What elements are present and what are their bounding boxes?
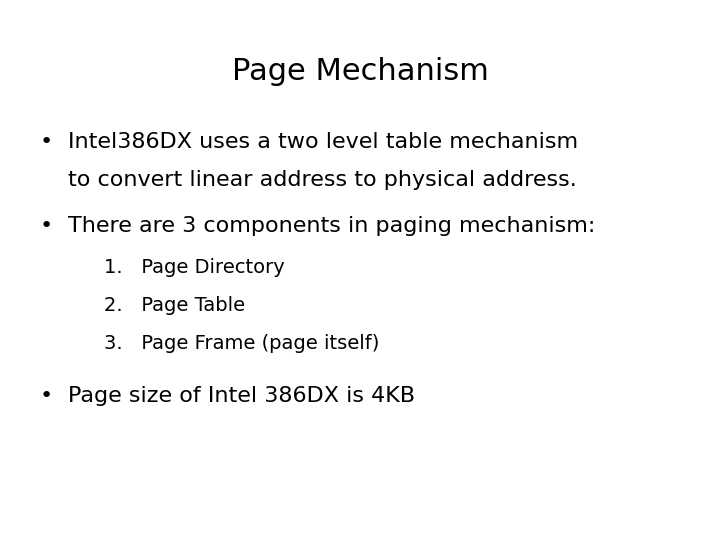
Text: There are 3 components in paging mechanism:: There are 3 components in paging mechani… — [68, 216, 595, 236]
Text: Page Mechanism: Page Mechanism — [232, 57, 488, 86]
Text: to convert linear address to physical address.: to convert linear address to physical ad… — [68, 170, 577, 190]
Text: •: • — [40, 132, 53, 152]
Text: •: • — [40, 386, 53, 406]
Text: Intel386DX uses a two level table mechanism: Intel386DX uses a two level table mechan… — [68, 132, 579, 152]
Text: 3.   Page Frame (page itself): 3. Page Frame (page itself) — [104, 334, 379, 353]
Text: Page size of Intel 386DX is 4KB: Page size of Intel 386DX is 4KB — [68, 386, 415, 406]
Text: 2.   Page Table: 2. Page Table — [104, 296, 246, 315]
Text: 1.   Page Directory: 1. Page Directory — [104, 258, 285, 277]
Text: •: • — [40, 216, 53, 236]
